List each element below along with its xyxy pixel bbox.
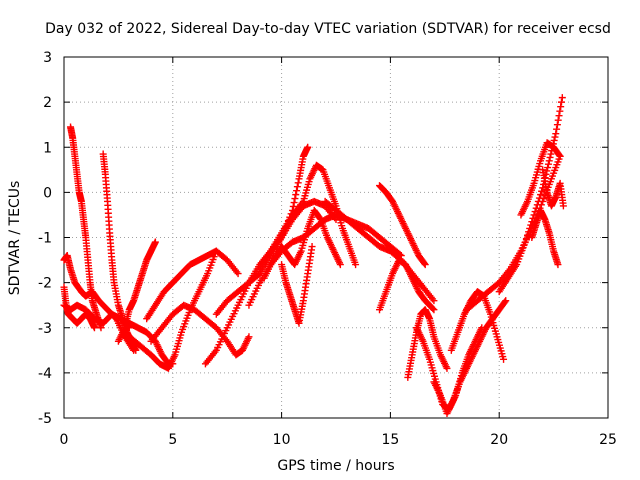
data-point-interp xyxy=(543,167,551,175)
data-point-interp xyxy=(554,116,562,124)
data-point-interp xyxy=(290,199,298,207)
series-arc-2 xyxy=(60,252,138,354)
data-point xyxy=(556,152,564,160)
data-point xyxy=(245,333,253,341)
data-point-interp xyxy=(429,305,437,313)
series-arc-16 xyxy=(278,243,316,327)
series-arc-9 xyxy=(143,247,242,323)
data-point-interp xyxy=(533,201,541,209)
y-tick-label: 1 xyxy=(43,140,52,156)
grid xyxy=(64,57,608,418)
data-point-interp xyxy=(294,179,302,187)
y-axis-label: SDTVAR / TECUs xyxy=(7,181,23,296)
series-arc-8 xyxy=(125,247,220,372)
y-tick-label: -5 xyxy=(38,411,52,427)
data-point-interp xyxy=(553,121,561,129)
data-point-interp xyxy=(547,150,555,158)
series-arc-19 xyxy=(376,256,438,314)
data-point-interp xyxy=(555,112,563,120)
data-point xyxy=(539,184,547,192)
data-point-interp xyxy=(544,160,552,168)
data-point-interp xyxy=(420,259,428,267)
data-point-interp xyxy=(550,136,558,144)
series-arc-3 xyxy=(67,123,105,332)
x-tick-label: 20 xyxy=(490,432,508,448)
data-point-interp xyxy=(556,107,564,115)
data-point xyxy=(308,243,316,251)
y-tick-label: -2 xyxy=(38,276,52,292)
data-point xyxy=(443,364,451,372)
x-tick-label: 5 xyxy=(168,432,177,448)
data-point xyxy=(502,297,510,305)
data-point xyxy=(559,202,567,210)
series-arc-12 xyxy=(212,143,312,318)
data-point-interp xyxy=(538,187,546,195)
data-point xyxy=(352,261,360,269)
data-point xyxy=(430,297,438,305)
data-point xyxy=(558,94,566,102)
data-point-interp xyxy=(501,298,509,306)
data-point xyxy=(421,261,429,269)
x-tick-label: 0 xyxy=(60,432,69,448)
data-point xyxy=(151,238,159,246)
series-arc-15 xyxy=(260,206,344,282)
y-tick-label: 2 xyxy=(43,95,52,111)
x-axis-label: GPS time / hours xyxy=(277,458,394,474)
y-tick-label: -1 xyxy=(38,231,52,247)
data-point xyxy=(500,355,508,363)
tick-labels: 0 5 10 15 20 25 -5 -4 -3 -2 -1 0 1 2 3 xyxy=(38,50,617,448)
data-points xyxy=(60,94,567,417)
data-point xyxy=(554,261,562,269)
data-point-interp xyxy=(532,204,540,212)
data-point-interp xyxy=(555,151,563,159)
axis-ticks xyxy=(63,56,609,419)
data-point xyxy=(234,270,242,278)
data-point-interp xyxy=(544,164,552,172)
data-point xyxy=(521,238,529,246)
series-arc-10 xyxy=(147,301,253,359)
data-point-interp xyxy=(534,197,542,205)
series-arc-20 xyxy=(404,306,451,381)
data-point-interp xyxy=(546,153,554,161)
series-arc-6 xyxy=(114,238,159,345)
series-arc-14 xyxy=(256,161,360,273)
series-arc-28 xyxy=(539,166,567,210)
data-point-interp xyxy=(292,191,300,199)
y-tick-label: -4 xyxy=(38,366,52,382)
data-point-interp xyxy=(535,194,543,202)
data-point-interp xyxy=(316,214,324,222)
chart-title: Day 032 of 2022, Sidereal Day-to-day VTE… xyxy=(45,21,611,37)
data-point-interp xyxy=(293,183,301,191)
data-point xyxy=(552,130,560,138)
data-point xyxy=(132,346,140,354)
y-tick-label: 3 xyxy=(43,50,52,66)
data-point-interp xyxy=(537,191,545,199)
data-point xyxy=(336,261,344,269)
data-point-interp xyxy=(557,103,565,111)
series-arc-18 xyxy=(376,182,429,269)
data-point-interp xyxy=(289,202,297,210)
x-tick-label: 15 xyxy=(381,432,399,448)
series-arc-27 xyxy=(528,206,562,269)
data-point-interp xyxy=(553,125,561,133)
data-point xyxy=(430,306,438,314)
data-point-interp xyxy=(291,195,299,203)
data-point xyxy=(90,324,98,332)
x-tick-label: 25 xyxy=(599,432,617,448)
data-point-interp xyxy=(551,133,559,141)
data-point-interp xyxy=(557,98,565,106)
data-point-interp xyxy=(522,235,530,243)
data-point xyxy=(304,143,312,151)
series-arc-26 xyxy=(517,139,564,219)
y-tick-label: 0 xyxy=(43,185,52,201)
x-tick-label: 10 xyxy=(273,432,291,448)
y-tick-label: -3 xyxy=(38,321,52,337)
data-point xyxy=(545,157,553,165)
data-point-interp xyxy=(293,187,301,195)
